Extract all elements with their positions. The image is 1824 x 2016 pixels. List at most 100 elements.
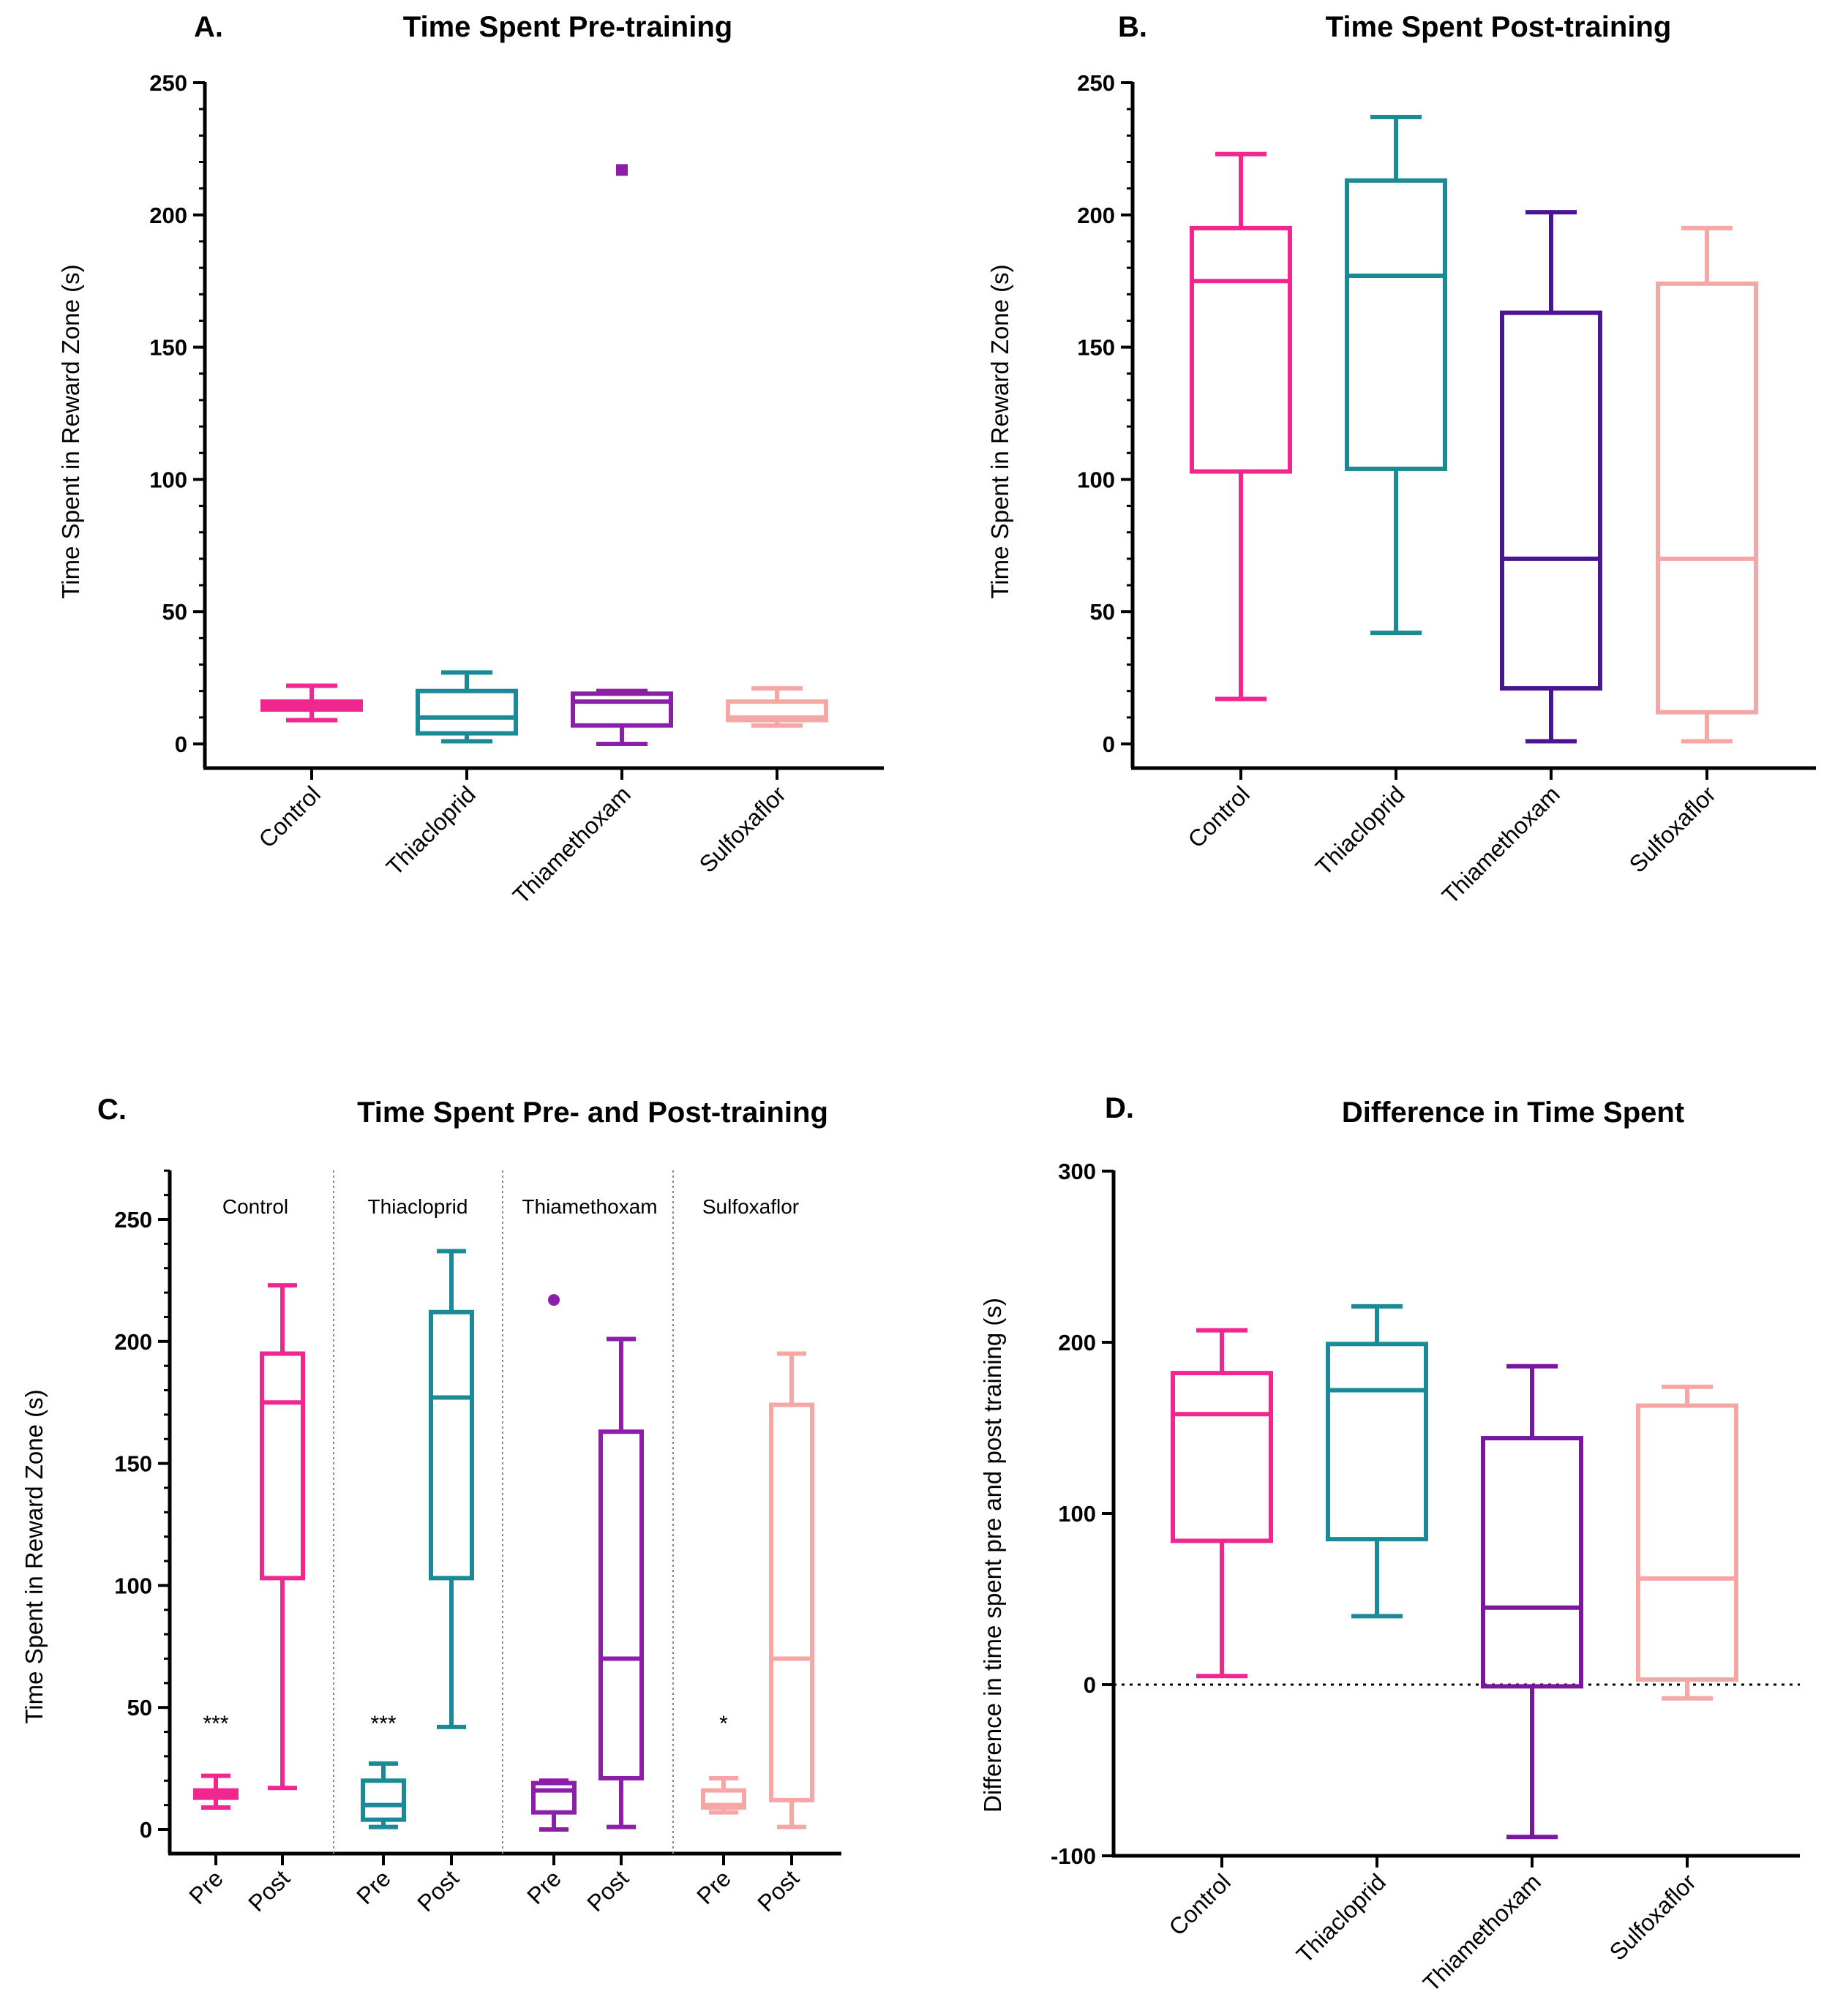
panel-c-box-sulfoxaflor-pre (701, 1775, 746, 1815)
panel-a-box-thiamethoxam (571, 164, 673, 746)
panel-a-y-tick-label: 50 (162, 599, 187, 625)
panel-d-box-sulfoxaflor (1636, 1384, 1738, 1701)
panel-d-y-tick-label: 100 (1058, 1501, 1096, 1527)
panel-b-y-tick-label: 100 (1077, 467, 1115, 492)
panel-c-box-thiamethoxam-pre (531, 1294, 577, 1832)
panel-c-box-thiacloprid-pre-iqr-box (361, 1778, 406, 1822)
panel-c-box-thiamethoxam-post-iqr-box (598, 1429, 644, 1780)
panel-d-box-thiamethoxam (1481, 1364, 1583, 1840)
panel-c-x-label-pre: Pre (351, 1865, 396, 1909)
panel-a-y-tick-label: 200 (149, 203, 187, 228)
panel-a-letter: A. (194, 11, 223, 43)
panel-a-y-tick-label: 0 (175, 731, 187, 757)
panel-b-letter: B. (1118, 11, 1147, 43)
panel-d: D. Difference in Time Spent Difference i… (979, 1092, 1800, 1997)
panel-c-title: Time Spent Pre- and Post-training (357, 1097, 828, 1129)
panel-c-box-thiamethoxam-pre-outlier-point (548, 1294, 560, 1306)
panel-c-box-control-post-iqr-box (260, 1351, 305, 1581)
panel-d-letter: D. (1105, 1092, 1134, 1124)
panel-c-box-thiamethoxam-pre-iqr-box (531, 1780, 577, 1815)
panel-b-y-axis-title: Time Spent in Reward Zone (s) (986, 264, 1013, 598)
panel-c-y-tick-label: 0 (140, 1817, 152, 1843)
panel-a-y-tick-label: 150 (149, 335, 187, 361)
panel-c-y-tick-label: 150 (114, 1451, 152, 1477)
panel-b-category-label-control: Control (1183, 781, 1255, 852)
panel-a-category-label-sulfoxaflor: Sulfoxaflor (694, 781, 792, 878)
panel-b-plot: 0 50 100 150 200 250 Control Thiacloprid Thiamet… (1077, 70, 1816, 909)
panel-b-box-thiamethoxam (1500, 210, 1602, 744)
panel-b-box-sulfoxaflor (1656, 225, 1758, 744)
panel-d-box-thiacloprid (1326, 1304, 1428, 1619)
panel-d-category-label-control: Control (1164, 1868, 1236, 1940)
panel-c-y-tick-label: 200 (114, 1329, 152, 1355)
panel-b-y-tick-label: 150 (1077, 335, 1115, 361)
panel-c-x-label-pre: Pre (691, 1865, 736, 1909)
panel-a-y-tick-label: 100 (149, 467, 187, 492)
panel-b-box-sulfoxaflor-iqr-box (1656, 281, 1758, 715)
panel-c: C. Time Spent Pre- and Post-training Tim… (20, 1094, 841, 1917)
panel-c-significance-sulfoxaflor: * (719, 1712, 728, 1736)
panel-c-box-control-post (260, 1283, 305, 1791)
panel-c-y-tick-label: 250 (114, 1207, 152, 1233)
panel-c-box-thiamethoxam-post (598, 1336, 644, 1829)
panel-a-box-sulfoxaflor-iqr-box (726, 699, 828, 723)
panel-d-box-control (1171, 1328, 1273, 1679)
panel-c-y-axis-title: Time Spent in Reward Zone (s) (20, 1389, 48, 1723)
panel-c-group-label-control: Control (222, 1195, 288, 1218)
panel-c-plot: 0 50 100 150 200 250 Control *** Thiacloprid *** T… (114, 1169, 841, 1917)
panel-c-box-sulfoxaflor-post (769, 1351, 814, 1829)
panel-b-y-tick-label: 0 (1103, 731, 1115, 757)
panel-a-plot: 0 50 100 150 200 250 Control Thiacloprid Thiamet… (149, 70, 884, 909)
panel-c-group-label-thiacloprid: Thiacloprid (368, 1195, 468, 1218)
panel-c-x-label-post: Post (412, 1865, 464, 1917)
panel-b-box-control-iqr-box (1190, 225, 1292, 474)
panel-c-box-sulfoxaflor-post-iqr-box (769, 1402, 814, 1802)
panel-c-x-label-pre: Pre (522, 1865, 566, 1909)
panel-c-x-label-post: Post (582, 1865, 634, 1917)
panel-d-category-label-thiacloprid: Thiacloprid (1291, 1868, 1391, 1968)
panel-c-significance-control: *** (203, 1712, 228, 1736)
panel-d-box-control-iqr-box (1171, 1371, 1273, 1543)
panel-a: A. Time Spent Pre-training Time Spent in… (57, 11, 884, 909)
panel-c-box-control-pre (193, 1773, 239, 1810)
panel-a-box-thiacloprid-iqr-box (416, 688, 518, 736)
panel-a-box-sulfoxaflor (726, 686, 828, 728)
panel-b-y-tick-label: 250 (1077, 70, 1115, 96)
panel-c-x-label-post: Post (243, 1865, 295, 1917)
panel-c-x-label-pre: Pre (184, 1865, 228, 1909)
panel-b-title: Time Spent Post-training (1326, 11, 1672, 43)
panel-c-y-tick-label: 50 (127, 1695, 152, 1720)
panel-b-category-label-sulfoxaflor: Sulfoxaflor (1624, 781, 1722, 878)
panel-d-box-thiamethoxam-iqr-box (1481, 1436, 1583, 1689)
panel-c-x-label-post: Post (752, 1865, 804, 1917)
panel-a-box-control (260, 683, 363, 723)
panel-c-group-label-thiamethoxam: Thiamethoxam (522, 1195, 657, 1218)
panel-c-box-thiacloprid-post (429, 1249, 474, 1729)
panel-a-y-tick-label: 250 (149, 70, 187, 96)
panel-c-letter: C. (97, 1094, 127, 1126)
panel-c-y-tick-label: 100 (114, 1573, 152, 1598)
panel-b-y-tick-label: 200 (1077, 203, 1115, 228)
panel-b-box-thiacloprid (1345, 115, 1447, 636)
panel-a-category-label-thiamethoxam: Thiamethoxam (508, 781, 636, 909)
panel-d-y-axis-title: Difference in time spent pre and post tr… (979, 1298, 1006, 1813)
panel-b-box-thiacloprid-iqr-box (1345, 178, 1447, 471)
panel-d-box-sulfoxaflor-iqr-box (1636, 1403, 1738, 1682)
panel-d-title: Difference in Time Spent (1342, 1097, 1684, 1129)
panel-c-group-label-sulfoxaflor: Sulfoxaflor (702, 1195, 799, 1218)
panel-d-y-tick-label: 200 (1058, 1330, 1096, 1355)
panel-a-box-thiamethoxam-iqr-box (571, 691, 673, 728)
panel-d-category-label-sulfoxaflor: Sulfoxaflor (1605, 1868, 1702, 1966)
panel-b-y-tick-label: 50 (1090, 599, 1115, 625)
panel-a-category-label-control: Control (254, 781, 326, 852)
panel-c-box-thiacloprid-post-iqr-box (429, 1309, 474, 1581)
panel-a-title: Time Spent Pre-training (403, 11, 732, 43)
panel-a-category-label-thiacloprid: Thiacloprid (381, 781, 481, 880)
panel-d-y-tick-label: 300 (1058, 1159, 1096, 1184)
panel-c-significance-thiacloprid: *** (370, 1712, 396, 1736)
panel-b-category-label-thiamethoxam: Thiamethoxam (1437, 781, 1565, 909)
panel-c-box-sulfoxaflor-pre-iqr-box (701, 1788, 746, 1810)
panel-d-box-thiacloprid-iqr-box (1326, 1342, 1428, 1542)
panel-a-y-axis-title: Time Spent in Reward Zone (s) (57, 264, 84, 598)
